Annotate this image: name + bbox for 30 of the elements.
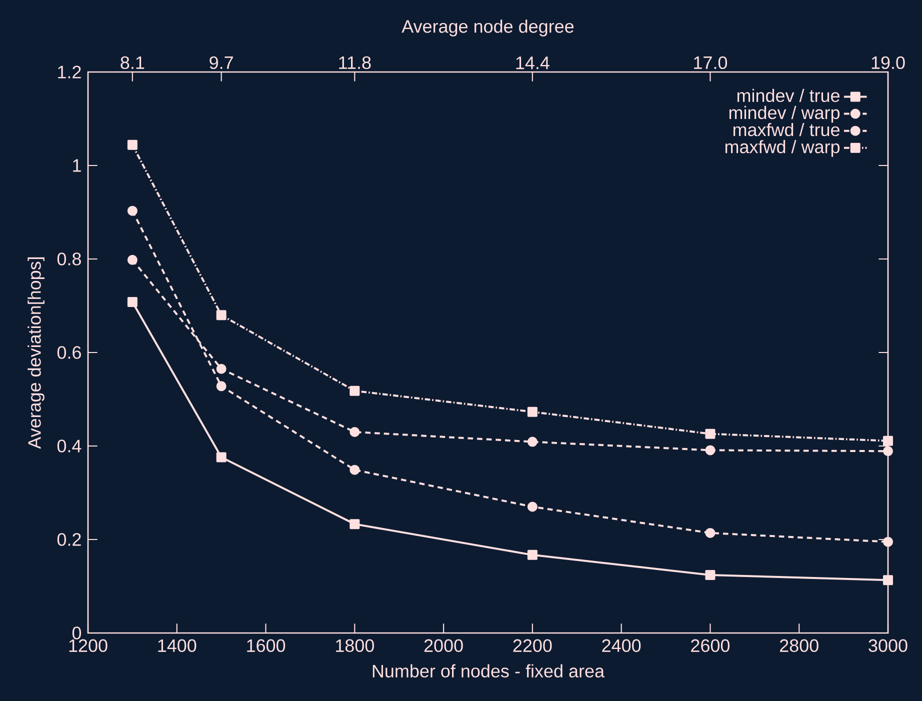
annotation: 14.4 [516, 56, 550, 70]
annotation: 9.7 [210, 56, 233, 70]
legend-label: maxfwd / warp [725, 140, 840, 157]
x2-axis-title: Average node degree [402, 20, 574, 36]
x-tick-label: 1600 [247, 639, 286, 652]
x-tick-label: 3000 [868, 639, 908, 652]
annotation: 11.8 [339, 56, 371, 70]
y-tick-label: 1.2 [58, 66, 81, 78]
x-tick-label: 1400 [158, 639, 196, 652]
x-axis-title: Number of nodes - fixed area [372, 664, 605, 678]
y-tick-label: 0.4 [57, 440, 82, 452]
legend-label: mindev / true [737, 88, 840, 102]
y-tick-label: 0.6 [57, 346, 81, 359]
y-tick-label: 0.2 [57, 533, 81, 546]
x-tick-label: 2000 [424, 639, 463, 652]
annotation: 19.0 [872, 56, 905, 70]
annotation: 8.1 [120, 56, 144, 70]
x-tick-label: 2600 [691, 639, 730, 652]
legend-label: maxfwd / true [733, 122, 840, 136]
annotation: 17.0 [694, 56, 728, 70]
x-tick-label: 1800 [336, 639, 374, 652]
legend-label: mindev / warp [729, 106, 840, 123]
y-tick-label: 0.8 [57, 252, 81, 266]
y-tick-label: 0 [72, 626, 82, 640]
y-tick-label: 1 [73, 159, 81, 172]
x-tick-label: 2400 [602, 639, 641, 652]
x-tick-label: 2200 [513, 639, 552, 652]
y-axis-title: Average deviation[hops] [28, 257, 44, 449]
x-tick-label: 1200 [69, 639, 108, 652]
x-tick-label: 2800 [780, 639, 818, 652]
